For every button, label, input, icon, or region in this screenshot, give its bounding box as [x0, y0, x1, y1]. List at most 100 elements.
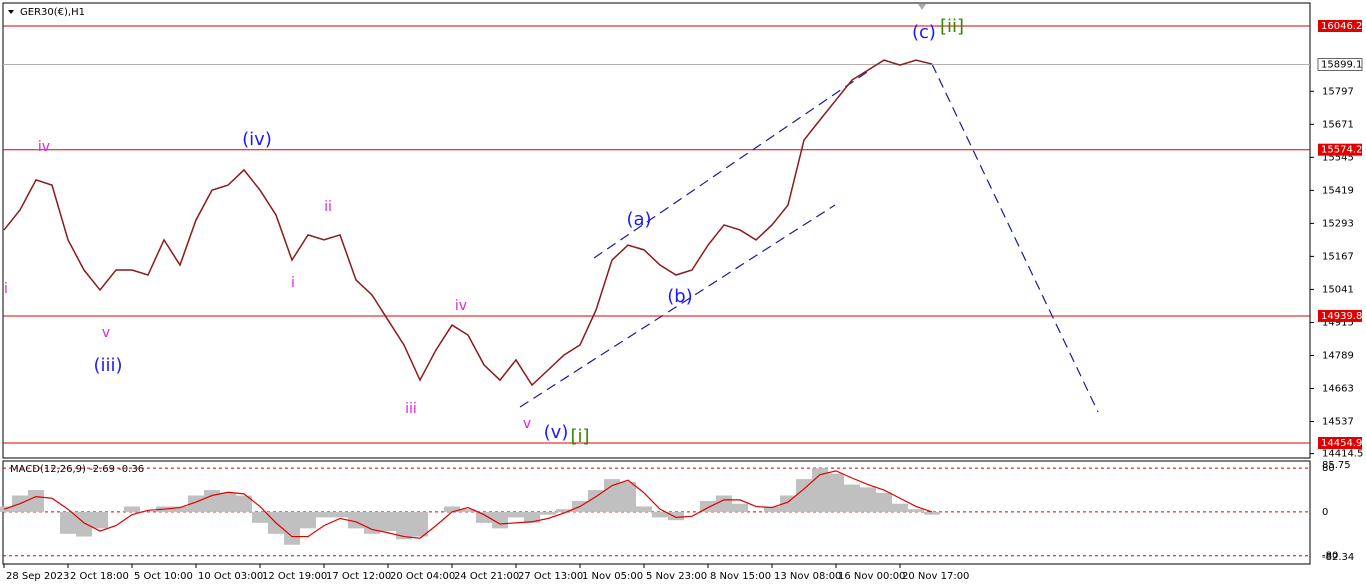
wave-label: (a) — [626, 209, 651, 230]
channel-top — [593, 69, 871, 259]
wave-label: v — [102, 325, 110, 341]
macd-bar — [300, 511, 316, 529]
macd-bar — [412, 511, 428, 537]
macd-bar — [524, 511, 540, 523]
chart-title: GER30(€),H1 — [20, 7, 85, 18]
x-tick-label: 24 Oct 21:00 — [454, 571, 519, 582]
macd-bar — [844, 484, 860, 512]
macd-bar — [668, 511, 684, 521]
macd-bar — [364, 511, 380, 534]
wave-label: iii — [405, 401, 417, 417]
macd-bar — [620, 481, 636, 512]
wave-label: iv — [38, 139, 50, 155]
y-tick-label: 14789 — [1322, 350, 1354, 361]
wave-label: [i] — [570, 426, 589, 447]
level-label: 14939.8 — [1321, 311, 1362, 322]
y-tick-label: 14537 — [1322, 416, 1354, 427]
shift-marker — [918, 4, 926, 10]
wave-label: (v) — [544, 422, 569, 443]
signal-line — [3, 470, 933, 539]
wave-label: (c) — [912, 22, 936, 43]
x-tick-label: 27 Oct 13:00 — [518, 571, 583, 582]
macd-bar — [316, 511, 332, 518]
macd-bar — [92, 511, 108, 529]
menu-arrow — [8, 10, 14, 14]
macd-bar — [220, 492, 236, 512]
wave-label: iv — [455, 298, 467, 314]
x-tick-label: 5 Oct 10:00 — [134, 571, 193, 582]
level-label-box — [1318, 143, 1362, 156]
macd-bar — [556, 509, 572, 512]
wave-label: i — [291, 275, 295, 291]
macd-bar — [540, 511, 556, 515]
macd-bar — [172, 506, 188, 512]
macd-panel — [2, 460, 1311, 565]
macd-bar — [508, 511, 524, 518]
macd-bar — [588, 490, 604, 512]
x-tick-label: 1 Nov 05:00 — [582, 571, 643, 582]
level-label-box — [1318, 437, 1362, 450]
macd-bar — [876, 492, 892, 512]
macd-bar — [0, 506, 12, 512]
macd-bar — [28, 490, 44, 512]
x-tick-label: 28 Sep 2023 — [6, 571, 69, 582]
x-tick-label: 16 Nov 00:00 — [838, 571, 905, 582]
macd-limit-label: -82.34 — [1322, 552, 1354, 563]
x-tick-label: 5 Nov 23:00 — [646, 571, 707, 582]
macd-bar — [860, 487, 876, 512]
y-tick-label: 15797 — [1322, 86, 1354, 97]
level-label: 15574.2 — [1321, 145, 1362, 156]
y-tick-label: 14414.5 — [1322, 449, 1363, 460]
y-tick-label: 15545 — [1322, 152, 1354, 163]
wave-label: [ii] — [940, 16, 964, 37]
macd-limit-label: 85.75 — [1322, 460, 1351, 471]
macd-bar — [236, 495, 252, 512]
x-tick-label: 10 Oct 03:00 — [198, 571, 263, 582]
level-label: 16046.2 — [1321, 21, 1362, 32]
x-tick-label: 13 Nov 08:00 — [774, 571, 841, 582]
wave-label: (iv) — [242, 129, 272, 150]
macd-bar — [924, 511, 940, 515]
x-tick-label: 20 Oct 04:00 — [390, 571, 455, 582]
wave-label: (b) — [667, 286, 692, 307]
macd-bar — [780, 495, 796, 512]
level-label-box — [1318, 309, 1362, 322]
macd-bar — [828, 473, 844, 512]
macd-bar — [892, 503, 908, 512]
wave-lines — [519, 63, 1099, 413]
macd-tick-label: 0 — [1322, 507, 1328, 518]
y-tick-label: 15167 — [1322, 251, 1354, 262]
macd-bar — [124, 506, 140, 512]
macd-tick-label: 80 — [1322, 463, 1335, 474]
y-tick-label: 15419 — [1322, 185, 1354, 196]
macd-bar — [700, 500, 716, 512]
current-price-label: 15899.1 — [1321, 60, 1362, 71]
wave-label: i — [4, 281, 8, 297]
wave-label: (iii) — [93, 355, 122, 376]
macd-tick-label: -80 — [1322, 551, 1338, 562]
y-tick-label: 14915 — [1322, 317, 1354, 328]
macd-bar — [764, 506, 780, 512]
price-line — [3, 59, 933, 387]
y-tick-label: 14663 — [1322, 383, 1354, 394]
macd-bar — [380, 511, 396, 532]
level-label: 14454.9 — [1321, 438, 1362, 449]
macd-bar — [252, 511, 268, 523]
channel-bottom — [519, 204, 836, 408]
projection-line — [931, 63, 1099, 413]
wave-label: v — [523, 416, 531, 432]
macd-bar — [76, 511, 92, 537]
x-tick-label: 8 Nov 15:00 — [710, 571, 771, 582]
macd-title: MACD(12,26,9) -2.69 -0.36 — [10, 464, 144, 475]
macd-bar — [444, 506, 460, 512]
main-panel — [2, 2, 1311, 459]
current-price-box — [1317, 58, 1363, 71]
macd-bar — [332, 511, 348, 518]
macd-bar — [812, 468, 828, 512]
macd-bar — [732, 503, 748, 512]
wave-label: ii — [324, 199, 332, 215]
macd-bar — [188, 495, 204, 512]
macd-bar — [476, 511, 492, 523]
y-tick-label: 15293 — [1322, 218, 1354, 229]
